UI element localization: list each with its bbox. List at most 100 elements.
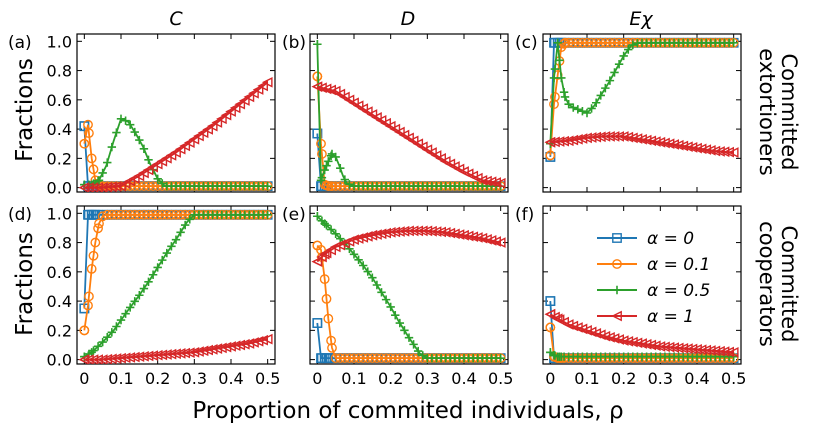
x-tick-label: 0	[79, 369, 89, 388]
data-point	[128, 351, 140, 363]
data-point	[336, 234, 345, 243]
data-point	[101, 181, 113, 192]
data-point	[577, 37, 588, 48]
data-point	[170, 147, 181, 158]
x-tick-label: 0.5	[488, 369, 513, 388]
data-point	[158, 255, 167, 265]
data-point	[367, 353, 378, 364]
data-point	[139, 284, 149, 293]
y-tick-label: 1.0	[47, 204, 72, 223]
column-title-e-chi: Eχ	[629, 8, 653, 30]
data-point	[645, 135, 657, 147]
data-point	[426, 225, 437, 237]
data-point	[562, 135, 574, 147]
data-point	[599, 330, 611, 342]
data-point	[384, 120, 396, 132]
data-point	[609, 37, 620, 48]
data-point	[151, 349, 163, 361]
data-point	[349, 353, 359, 364]
data-point	[361, 231, 373, 242]
data-point	[142, 350, 154, 362]
data-point	[709, 345, 721, 357]
data-point	[345, 180, 354, 189]
data-point	[377, 288, 386, 297]
data-point	[362, 353, 373, 364]
data-point	[257, 80, 268, 92]
data-point	[435, 226, 446, 238]
data-point	[106, 353, 117, 364]
data-point	[129, 209, 140, 220]
data-point	[326, 335, 336, 346]
data-point	[88, 250, 99, 261]
data-point	[171, 235, 181, 244]
data-point	[610, 68, 619, 77]
x-tick-label: 0.2	[145, 369, 170, 388]
data-point	[125, 209, 136, 220]
data-point	[326, 151, 336, 160]
data-point	[663, 341, 675, 353]
data-point	[591, 98, 601, 107]
data-point	[135, 135, 144, 145]
data-point	[174, 348, 186, 359]
data-point	[348, 97, 359, 109]
data-point	[545, 296, 556, 306]
data-point	[572, 37, 583, 48]
data-point	[663, 138, 675, 150]
x-tick-label: 0.4	[218, 369, 243, 388]
data-point	[121, 309, 130, 318]
data-point	[179, 140, 191, 152]
data-point	[617, 131, 629, 142]
legend-marker-shape	[612, 259, 622, 269]
data-point	[143, 209, 154, 220]
x-tick-label: 0.3	[648, 369, 673, 388]
data-point	[193, 130, 204, 142]
data-point	[322, 161, 331, 170]
data-point	[202, 124, 213, 135]
data-point	[107, 142, 117, 152]
data-point	[409, 340, 418, 349]
data-point	[357, 103, 369, 114]
data-point	[485, 235, 497, 246]
data-point	[89, 346, 98, 355]
x-tick-label: 0.5	[255, 369, 280, 388]
data-point	[496, 353, 505, 363]
data-point	[413, 346, 423, 356]
data-point	[119, 352, 131, 364]
data-point	[691, 344, 702, 355]
data-point	[188, 134, 200, 145]
data-point	[544, 308, 556, 320]
data-point	[334, 88, 346, 100]
data-point	[339, 91, 350, 103]
data-point	[627, 336, 638, 348]
legend-entry-alpha-0.1: α = 0.1	[597, 255, 710, 275]
data-point	[564, 100, 573, 109]
data-point	[614, 37, 624, 48]
data-point	[544, 136, 556, 148]
data-point	[622, 131, 634, 143]
data-point	[654, 341, 666, 352]
data-point	[691, 142, 702, 154]
data-point	[323, 181, 334, 192]
data-point	[311, 81, 323, 92]
data-point	[124, 352, 136, 363]
y-axis-label-bottom: Fractions	[12, 232, 38, 336]
data-point	[381, 353, 391, 364]
x-tick-label: 0.4	[451, 369, 476, 388]
data-point	[390, 353, 401, 364]
data-point	[695, 344, 707, 356]
data-point	[261, 76, 273, 88]
data-point	[353, 353, 364, 364]
data-point	[335, 353, 346, 364]
data-point	[604, 331, 615, 343]
series-line-2	[316, 215, 501, 359]
data-point	[320, 83, 332, 95]
data-point	[668, 139, 679, 150]
data-point	[206, 344, 218, 355]
data-point	[398, 129, 410, 141]
data-point	[139, 181, 149, 192]
data-point	[622, 335, 634, 347]
data-point	[391, 310, 400, 320]
data-point	[161, 209, 172, 220]
data-point	[161, 153, 172, 164]
data-point	[152, 209, 163, 220]
